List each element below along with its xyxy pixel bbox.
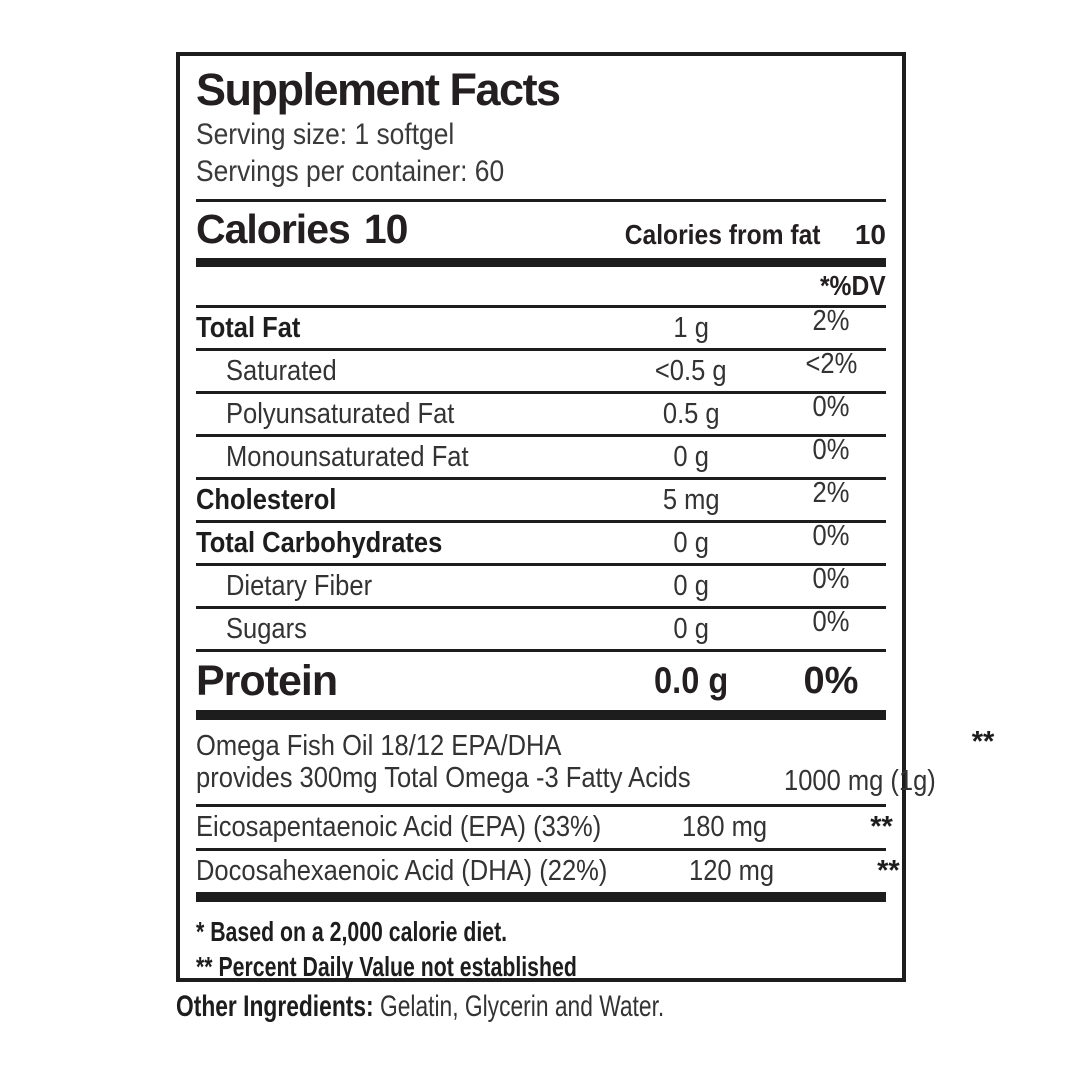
protein-dv: 0% xyxy=(803,659,859,702)
supplement-row-omega-fish-oil: Omega Fish Oil 18/12 EPA/DHA provides 30… xyxy=(196,720,994,807)
nutrient-row-total-carbohydrates: Total Carbohydrates 0 g 0% xyxy=(196,519,886,566)
nutrient-name: Polyunsaturated Fat xyxy=(226,397,455,430)
daily-value-header: *%DV xyxy=(196,267,886,305)
footnote-daily-value: ** Percent Daily Value not established xyxy=(196,951,577,982)
supplement-row-epa: Eicosapentaenoic Acid (EPA) (33%) 180 mg… xyxy=(196,807,893,851)
supplement-amount: 1000 mg (1g) xyxy=(784,765,936,797)
supplement-dv: ** xyxy=(877,855,900,887)
protein-amount: 0.0 g xyxy=(653,660,729,701)
supplement-name-line1: Omega Fish Oil 18/12 EPA/DHA xyxy=(196,730,562,762)
nutrient-amount: 0 g xyxy=(673,612,709,645)
footnotes: * Based on a 2,000 calorie diet. ** Perc… xyxy=(196,914,886,984)
nutrient-dv: 2% xyxy=(812,476,850,509)
divider-rule xyxy=(196,305,886,308)
protein-row: Protein 0.0 g 0% xyxy=(196,652,886,710)
nutrient-dv: 2% xyxy=(812,304,850,337)
nutrient-row-cholesterol: Cholesterol 5 mg 2% xyxy=(196,476,886,523)
nutrient-row-total-fat: Total Fat 1 g 2% xyxy=(196,304,886,351)
servings-per-container-line: Servings per container: 60 xyxy=(196,153,886,190)
nutrient-name: Sugars xyxy=(226,612,307,645)
nutrient-amount: <0.5 g xyxy=(655,354,727,387)
calories-label: Calories xyxy=(196,206,351,252)
nutrient-dv: <2% xyxy=(805,347,857,380)
divider-rule xyxy=(196,199,886,202)
nutrient-dv: 0% xyxy=(812,519,850,552)
thick-section-bar xyxy=(196,710,886,720)
supplement-name: Docosahexaenoic Acid (DHA) (22%) xyxy=(196,855,608,887)
protein-label: Protein xyxy=(196,656,338,705)
nutrient-dv: 0% xyxy=(812,605,850,638)
panel-title: Supplement Facts xyxy=(196,64,561,115)
serving-size-text: Serving size: 1 softgel xyxy=(196,118,455,151)
other-ingredients-line: Other Ingredients: Gelatin, Glycerin and… xyxy=(176,990,818,1024)
thick-section-bar xyxy=(196,258,886,267)
supplement-row-dha: Docosahexaenoic Acid (DHA) (22%) 120 mg … xyxy=(196,851,900,892)
nutrient-dv: 0% xyxy=(812,433,850,466)
nutrient-row-dietary-fiber: Dietary Fiber 0 g 0% xyxy=(196,562,886,609)
supplement-dv: ** xyxy=(870,811,893,843)
nutrient-dv: 0% xyxy=(812,562,850,595)
nutrient-amount: 0 g xyxy=(673,569,709,602)
calories-from-fat-group: Calories from fat 10 xyxy=(598,219,886,253)
nutrient-row-monounsaturated-fat: Monounsaturated Fat 0 g 0% xyxy=(196,433,886,480)
other-ingredients-label: Other Ingredients: xyxy=(176,990,374,1023)
calories-row: Calories 10 Calories from fat 10 xyxy=(196,202,886,258)
nutrient-name: Total Fat xyxy=(196,311,301,344)
supplement-name-line2: provides 300mg Total Omega -3 Fatty Acid… xyxy=(196,762,691,794)
thick-section-bar xyxy=(196,892,886,902)
nutrient-amount: 0.5 g xyxy=(662,397,720,430)
other-ingredients-content: Other Ingredients: Gelatin, Glycerin and… xyxy=(176,990,664,1024)
nutrient-name: Monounsaturated Fat xyxy=(226,440,469,473)
nutrient-row-sugars: Sugars 0 g 0% xyxy=(196,605,886,652)
nutrient-name: Saturated xyxy=(226,354,337,387)
supplement-dv: ** xyxy=(971,726,995,758)
nutrient-amount: 5 mg xyxy=(662,483,720,516)
daily-value-header-text: *%DV xyxy=(820,270,886,301)
nutrient-row-saturated: Saturated <0.5 g <2% xyxy=(196,347,886,394)
nutrient-name: Total Carbohydrates xyxy=(196,526,443,559)
nutrient-amount: 0 g xyxy=(673,440,709,473)
servings-per-container-text: Servings per container: 60 xyxy=(196,155,505,188)
nutrient-dv: 0% xyxy=(812,390,850,423)
supplement-amount: 180 mg xyxy=(682,811,768,843)
supplement-amount: 120 mg xyxy=(689,855,775,887)
supplement-name: Eicosapentaenoic Acid (EPA) (33%) xyxy=(196,811,602,843)
other-ingredients-text: Gelatin, Glycerin and Water. xyxy=(379,990,665,1023)
nutrient-name: Cholesterol xyxy=(196,483,337,516)
serving-size-line: Serving size: 1 softgel xyxy=(196,116,886,153)
calories-label-group: Calories 10 xyxy=(196,206,409,253)
supplement-facts-panel: Supplement Facts Serving size: 1 softgel… xyxy=(176,52,994,984)
calories-value: 10 xyxy=(363,206,409,252)
calories-from-fat-label: Calories from fat xyxy=(625,219,821,250)
nutrient-name: Dietary Fiber xyxy=(226,569,373,602)
nutrient-row-polyunsaturated-fat: Polyunsaturated Fat 0.5 g 0% xyxy=(196,390,886,437)
footnote-calorie-diet: * Based on a 2,000 calorie diet. xyxy=(196,916,508,947)
calories-from-fat-value: 10 xyxy=(854,219,886,250)
nutrient-amount: 0 g xyxy=(673,526,709,559)
supplement-name: Omega Fish Oil 18/12 EPA/DHA provides 30… xyxy=(196,730,758,794)
nutrient-amount: 1 g xyxy=(673,311,709,344)
